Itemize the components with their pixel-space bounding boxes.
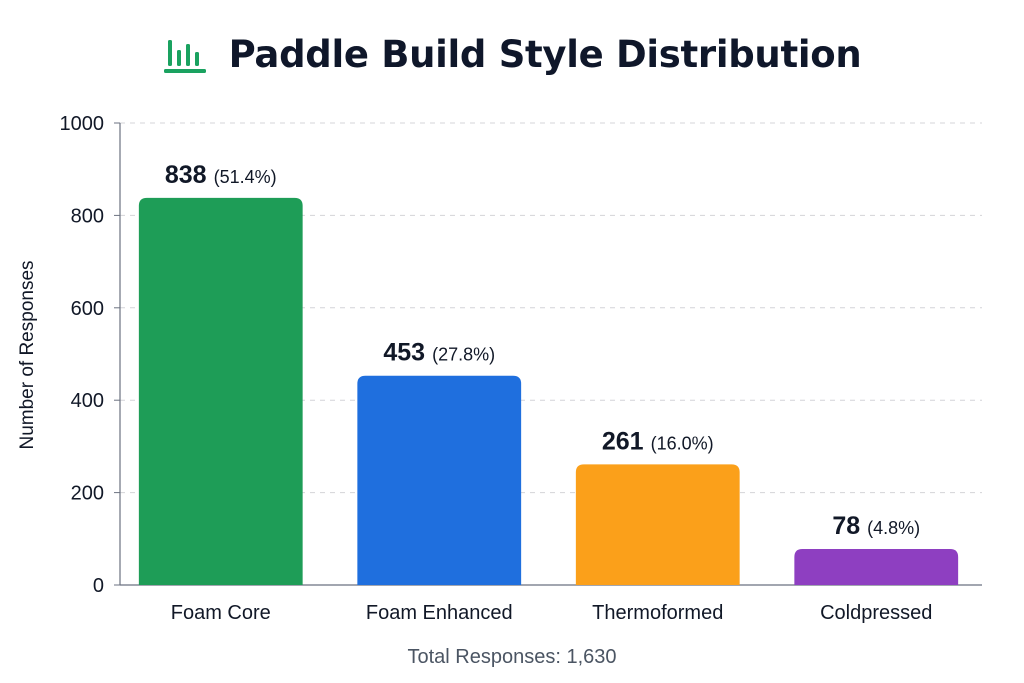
bar-value: 78 bbox=[832, 512, 860, 540]
bar-chart-icon bbox=[163, 34, 207, 74]
total-responses: Total Responses: 1,630 bbox=[407, 646, 617, 668]
bar-value-label: 838 (51.4%) bbox=[165, 161, 277, 189]
bar-percent: (51.4%) bbox=[214, 167, 277, 187]
y-tick-label: 800 bbox=[71, 205, 104, 227]
bar-value-label: 261 (16.0%) bbox=[602, 427, 714, 455]
x-tick-label: Coldpressed bbox=[820, 602, 932, 624]
y-tick-labels: 0 200 400 600 800 1000 bbox=[60, 113, 105, 597]
y-tick-label: 400 bbox=[71, 390, 104, 412]
chart-header: Paddle Build Style Distribution bbox=[0, 22, 1024, 86]
y-tick-label: 1000 bbox=[60, 113, 105, 135]
bar-foam-core bbox=[138, 197, 303, 585]
x-tick-label: Foam Enhanced bbox=[366, 602, 513, 624]
y-axis-label: Number of Responses bbox=[17, 260, 38, 449]
y-tick-label: 600 bbox=[71, 298, 104, 320]
bar-value-label: 453 (27.8%) bbox=[383, 339, 495, 367]
y-tick-label: 0 bbox=[93, 575, 104, 597]
y-tick-label: 200 bbox=[71, 483, 104, 505]
bar-percent: (27.8%) bbox=[432, 345, 495, 365]
bar-coldpressed bbox=[794, 548, 959, 585]
bar-value-labels: 838 (51.4%) 453 (27.8%) 261 (16.0%) 78 (4.8%) bbox=[165, 161, 920, 540]
chart-title: Paddle Build Style Distribution bbox=[228, 32, 862, 76]
x-tick-label: Foam Core bbox=[171, 602, 271, 624]
bar-chart: 0 200 400 600 800 1000 838 (51.4%) 453 (27.8%) 26… bbox=[17, 113, 982, 624]
bars bbox=[138, 197, 959, 585]
bar-value: 453 bbox=[383, 339, 425, 367]
bar-value: 838 bbox=[165, 161, 207, 189]
bar-percent: (16.0%) bbox=[651, 433, 714, 453]
bar-value: 261 bbox=[602, 427, 644, 455]
x-tick-labels: Foam Core Foam Enhanced Thermoformed Coldpr… bbox=[171, 602, 933, 624]
bar-thermoformed bbox=[575, 464, 740, 585]
bar-foam-enhanced bbox=[357, 375, 522, 585]
bar-percent: (4.8%) bbox=[867, 518, 920, 538]
x-tick-label: Thermoformed bbox=[592, 602, 723, 624]
bar-value-label: 78 (4.8%) bbox=[832, 512, 920, 540]
